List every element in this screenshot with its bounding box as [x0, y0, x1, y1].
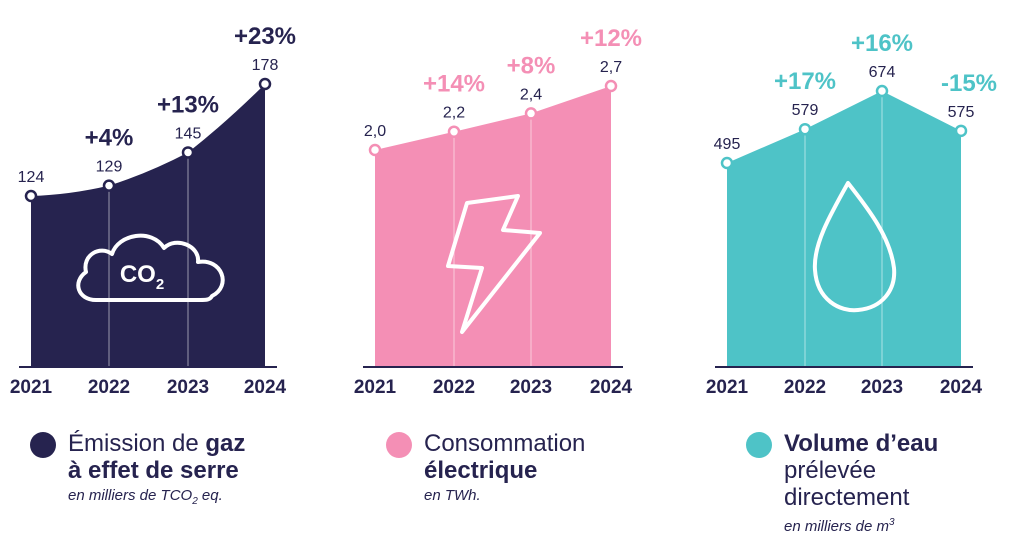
legend-emissions-title: Émission de gaz à effet de serre [68, 430, 328, 484]
legend-water-line3: directement [784, 484, 910, 511]
legend-emissions-unit-sub: 2 [192, 496, 198, 507]
x-tick-electricity-2021: 2021 [354, 377, 397, 398]
legend-emissions-bold2: à effet de serre [68, 457, 239, 484]
change-label-electricity-2023: +8% [507, 52, 556, 79]
point-electricity-2023 [524, 107, 538, 120]
x-tick-emissions-2022: 2022 [88, 377, 130, 398]
legend-water-unit-text: en milliers de m [784, 518, 890, 535]
value-label-water-2024: 575 [948, 104, 975, 121]
co2-cloud-label: CO2 [120, 261, 164, 293]
value-label-water-2022: 579 [792, 102, 819, 119]
x-tick-emissions-2024: 2024 [244, 377, 287, 398]
value-label-electricity-2021: 2,0 [364, 123, 386, 140]
point-electricity-2021 [368, 143, 382, 157]
area-electricity [375, 86, 611, 367]
point-water-2022 [798, 122, 812, 136]
value-label-emissions-2022: 129 [96, 159, 123, 176]
change-label-water-2022: +17% [774, 68, 836, 95]
value-label-water-2023: 674 [869, 64, 896, 81]
change-label-emissions-2022: +4% [85, 125, 134, 152]
legend-electricity-unit: en TWh. [424, 487, 481, 504]
x-tick-electricity-2022: 2022 [433, 377, 475, 398]
legend-emissions-unit-post: eq. [197, 487, 223, 504]
co2-cloud-icon [76, 233, 225, 302]
x-tick-emissions-2021: 2021 [10, 377, 53, 398]
change-label-emissions-2023: +13% [157, 91, 219, 118]
value-label-electricity-2022: 2,2 [443, 105, 465, 122]
legend-emissions-unit-text: en milliers de TCO [68, 487, 193, 504]
legend-electricity-line1: Consommation [424, 430, 586, 457]
change-label-water-2023: +16% [851, 30, 913, 57]
legend-emissions-bold1: gaz [205, 430, 246, 457]
chart-electricity: 2,0 2,2 2,4 2,7 +14% +8% +12% 2021 2022 2023 2024 [354, 25, 642, 398]
area-water [727, 91, 961, 367]
x-tick-water-2022: 2022 [784, 377, 826, 398]
legend-water-title: Volume d’eau prélevée directement [784, 430, 1024, 511]
x-tick-emissions-2023: 2023 [167, 377, 209, 398]
change-label-electricity-2024: +12% [580, 25, 642, 52]
legend-water-unit-sup: 3 [889, 517, 895, 528]
point-emissions-2023 [181, 146, 195, 159]
x-tick-water-2024: 2024 [940, 377, 983, 398]
chart-emissions: 124 129 145 178 +4% +13% +23% 2021 2022 2023 2024 C… [10, 23, 296, 398]
point-electricity-2022 [447, 125, 461, 138]
point-emissions-2024 [258, 77, 272, 91]
value-label-water-2021: 495 [714, 136, 741, 153]
value-label-electricity-2023: 2,4 [520, 86, 542, 103]
area-emissions [31, 84, 265, 367]
point-electricity-2024 [604, 79, 618, 93]
legend-water-bold: Volume d’eau [784, 430, 939, 457]
chart-water: 495 579 674 575 +17% +16% -15% 2021 2022 2023 2024 [706, 30, 997, 398]
change-label-water-2024: -15% [941, 70, 997, 97]
x-tick-water-2021: 2021 [706, 377, 749, 398]
value-label-emissions-2024: 178 [252, 57, 279, 74]
point-emissions-2022 [102, 179, 116, 192]
x-tick-water-2023: 2023 [861, 377, 903, 398]
point-water-2023 [875, 84, 889, 98]
legend-dot-navy [30, 432, 56, 458]
change-label-electricity-2022: +14% [423, 71, 485, 98]
legend-electricity-title: Consommation électrique [424, 430, 684, 484]
legend-electricity-bold: électrique [424, 457, 538, 484]
legend-water-line2: prélevée [784, 457, 877, 484]
lightning-bolt-icon [446, 194, 542, 334]
legend-dot-pink [386, 432, 412, 458]
water-drop-icon [812, 181, 897, 313]
x-tick-electricity-2023: 2023 [510, 377, 552, 398]
point-emissions-2021 [24, 189, 38, 203]
x-tick-electricity-2024: 2024 [590, 377, 633, 398]
point-water-2021 [720, 156, 734, 170]
legend-emissions-unit: en milliers de TCO2 eq. [68, 486, 328, 511]
value-label-emissions-2023: 145 [175, 125, 202, 142]
legend-emissions-pre: Émission de [68, 430, 206, 457]
value-label-electricity-2024: 2,7 [600, 59, 622, 76]
legend-dot-teal [746, 432, 772, 458]
value-label-emissions-2021: 124 [18, 169, 45, 186]
change-label-emissions-2024: +23% [234, 23, 296, 50]
legend-water-unit: en milliers de m3 [784, 513, 1024, 536]
point-water-2024 [954, 124, 968, 138]
